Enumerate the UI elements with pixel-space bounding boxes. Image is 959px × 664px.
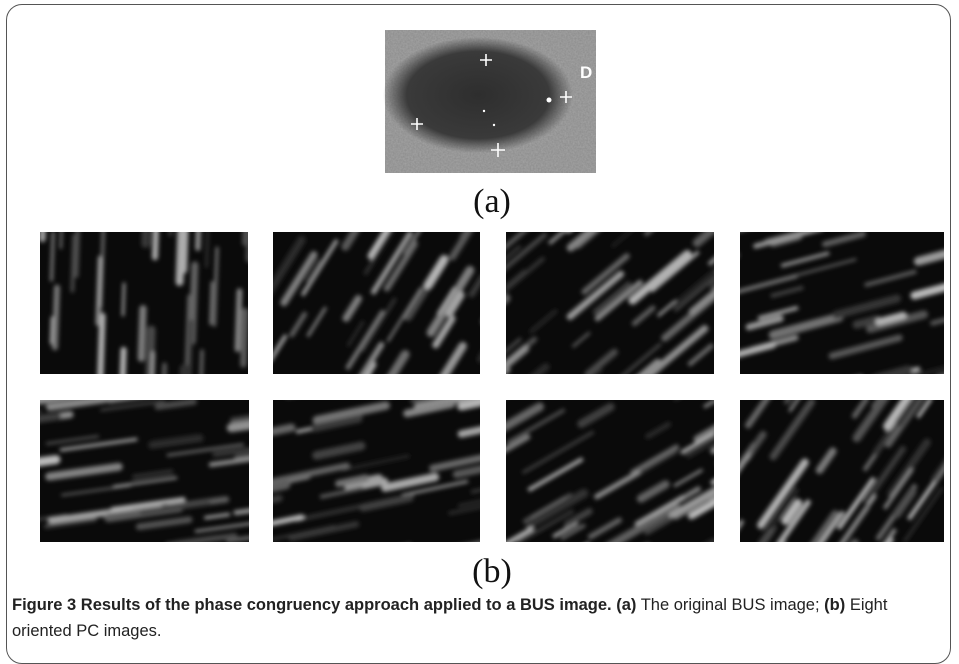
panel-label: (a): [473, 183, 511, 220]
bus-image: D: [383, 30, 596, 173]
caption-title: Results of the phase congruency approach…: [81, 596, 612, 614]
caption-part-text: The original BUS image;: [641, 596, 820, 614]
image-marker: D: [580, 63, 592, 82]
caption-part-label: (b): [824, 596, 845, 614]
panel-label: (b): [472, 553, 512, 590]
caption-part-label: (a): [616, 596, 636, 614]
caption-label: Figure 3: [12, 596, 76, 614]
page: D (a) (b) Figure 3 Results of the phase …: [0, 0, 959, 656]
figure-caption: Figure 3 Results of the phase congruency…: [12, 592, 942, 644]
figure-panels: D (a) (b): [0, 0, 959, 590]
